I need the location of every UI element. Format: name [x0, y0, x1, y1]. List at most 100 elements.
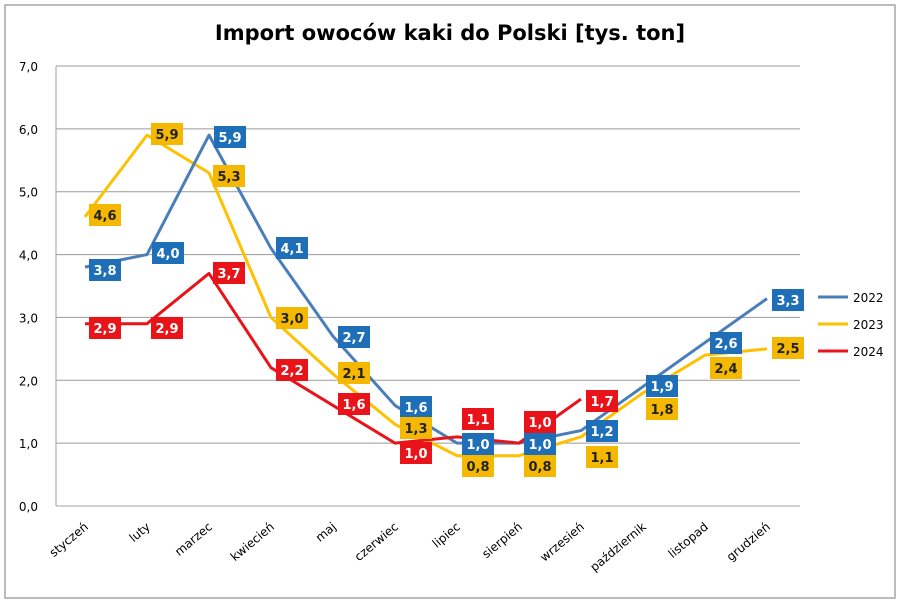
data-label-box — [89, 204, 121, 226]
data-label-2024: 1,7 — [586, 390, 618, 412]
data-label-text: 5,9 — [155, 128, 178, 143]
data-label-box — [462, 433, 494, 455]
data-label-text: 2,2 — [280, 364, 303, 379]
data-label-2023: 5,3 — [213, 165, 245, 187]
data-label-box — [524, 433, 556, 455]
data-label-text: 2,9 — [93, 322, 116, 337]
data-label-2022: 1,9 — [646, 375, 678, 397]
data-label-2022: 2,6 — [710, 332, 742, 354]
data-label-box — [400, 396, 432, 418]
data-label-text: 2,4 — [714, 362, 737, 377]
data-label-2023: 0,8 — [524, 455, 556, 477]
legend-label-2022: 2022 — [853, 291, 884, 305]
data-label-text: 1,3 — [404, 422, 427, 437]
legend-label-2024: 2024 — [853, 345, 884, 359]
data-label-text: 1,0 — [528, 416, 551, 431]
data-label-box — [586, 390, 618, 412]
chart-border — [4, 4, 896, 599]
data-label-box — [151, 317, 183, 339]
data-label-2022: 1,0 — [524, 433, 556, 455]
chart-title: Import owoców kaki do Polski [tys. ton] — [215, 21, 685, 45]
data-label-box — [338, 393, 370, 415]
data-label-text: 1,8 — [650, 403, 673, 418]
data-label-2023: 1,8 — [646, 398, 678, 420]
data-label-text: 1,0 — [404, 447, 427, 462]
data-label-box — [214, 126, 246, 148]
data-label-2022: 3,8 — [89, 259, 121, 281]
y-tick-label: 1,0 — [19, 437, 38, 451]
data-label-box — [710, 357, 742, 379]
data-label-box — [89, 259, 121, 281]
data-label-text: 1,0 — [466, 438, 489, 453]
data-label-text: 1,7 — [590, 395, 613, 410]
data-label-box — [213, 262, 245, 284]
data-label-2023: 4,6 — [89, 204, 121, 226]
data-label-2022: 1,6 — [400, 396, 432, 418]
data-label-2022: 2,7 — [338, 326, 370, 348]
data-label-box — [586, 446, 618, 468]
data-label-2023: 2,1 — [338, 362, 370, 384]
data-label-2024: 3,7 — [213, 262, 245, 284]
data-label-box — [524, 455, 556, 477]
data-label-2022: 3,3 — [772, 289, 804, 311]
data-label-box — [89, 317, 121, 339]
data-label-box — [338, 362, 370, 384]
data-label-2024: 1,0 — [400, 442, 432, 464]
legend-label-2023: 2023 — [853, 318, 884, 332]
data-label-2022: 1,2 — [586, 420, 618, 442]
data-label-2023: 2,5 — [772, 337, 804, 359]
data-label-text: 1,1 — [466, 413, 489, 428]
data-label-text: 3,3 — [776, 294, 799, 309]
data-label-2024: 1,1 — [462, 408, 494, 430]
y-tick-label: 7,0 — [19, 60, 38, 74]
data-label-box — [276, 237, 308, 259]
data-label-text: 3,7 — [217, 267, 240, 282]
data-label-text: 1,0 — [528, 438, 551, 453]
data-label-box — [151, 123, 183, 145]
data-label-box — [710, 332, 742, 354]
data-label-text: 0,8 — [528, 460, 551, 475]
data-label-2023: 5,9 — [151, 123, 183, 145]
data-label-2024: 1,0 — [524, 411, 556, 433]
data-label-box — [646, 375, 678, 397]
data-label-text: 4,0 — [156, 247, 179, 262]
y-tick-label: 4,0 — [19, 249, 38, 263]
data-label-box — [772, 337, 804, 359]
data-label-box — [646, 398, 678, 420]
data-label-text: 2,9 — [155, 322, 178, 337]
data-label-text: 2,1 — [342, 367, 365, 382]
data-label-box — [276, 307, 308, 329]
y-tick-label: 3,0 — [19, 311, 38, 325]
data-label-2022: 5,9 — [214, 126, 246, 148]
y-tick-label: 0,0 — [19, 500, 38, 514]
data-label-box — [462, 408, 494, 430]
data-label-2023: 1,1 — [586, 446, 618, 468]
data-label-box — [524, 411, 556, 433]
series-line-2024 — [85, 271, 582, 445]
data-label-text: 1,2 — [590, 425, 613, 440]
y-tick-label: 6,0 — [19, 123, 38, 137]
y-tick-label: 2,0 — [19, 374, 38, 388]
data-label-text: 2,7 — [342, 331, 365, 346]
data-label-box — [400, 442, 432, 464]
data-label-text: 3,0 — [280, 312, 303, 327]
data-label-box — [276, 359, 308, 381]
data-label-box — [400, 417, 432, 439]
data-label-2023: 1,3 — [400, 417, 432, 439]
data-label-2023: 2,4 — [710, 357, 742, 379]
data-label-text: 4,6 — [93, 209, 116, 224]
data-label-text: 3,8 — [93, 264, 116, 279]
data-label-2023: 3,0 — [276, 307, 308, 329]
data-label-box — [586, 420, 618, 442]
data-label-2022: 4,1 — [276, 237, 308, 259]
data-label-text: 1,9 — [650, 380, 673, 395]
data-label-2024: 2,9 — [151, 317, 183, 339]
data-label-2023: 0,8 — [462, 455, 494, 477]
data-label-2022: 1,0 — [462, 433, 494, 455]
data-label-text: 5,3 — [217, 170, 240, 185]
data-label-box — [152, 242, 184, 264]
data-label-text: 1,6 — [342, 398, 365, 413]
data-label-2024: 2,9 — [89, 317, 121, 339]
